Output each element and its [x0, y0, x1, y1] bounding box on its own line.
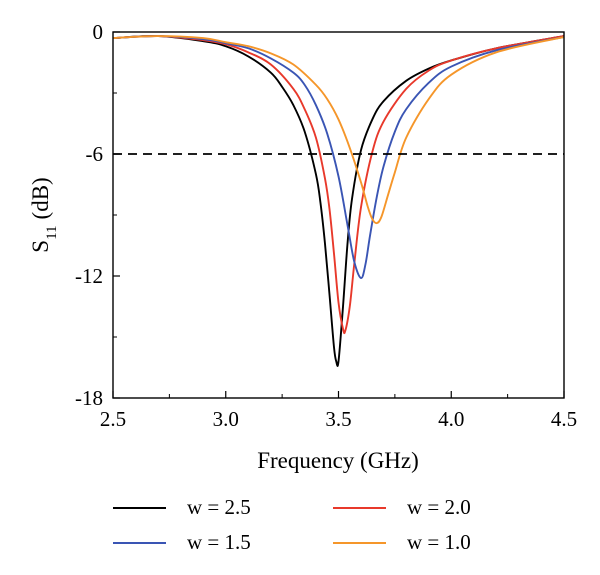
legend: w = 2.5 w = 2.0 w = 1.5 w = 1.0	[113, 495, 471, 554]
y-axis-label: S11 (dB)	[28, 177, 60, 252]
legend-item-4: w = 1.0	[333, 530, 471, 554]
x-tick-label: 2.5	[100, 407, 126, 431]
y-tick-label: -18	[75, 386, 103, 410]
series-line-4	[113, 35, 564, 225]
x-tick-label: 4.5	[551, 407, 577, 431]
x-tick-label: 4.0	[438, 407, 464, 431]
legend-item-2: w = 2.0	[333, 495, 471, 519]
x-tick-label: 3.0	[213, 407, 239, 431]
series-layer	[113, 35, 564, 367]
y-axis-label-sub: 11	[44, 225, 60, 239]
plot-frame	[112, 31, 565, 399]
x-axis-label: Frequency (GHz)	[257, 448, 419, 473]
y-axis: 0 -6 -12 -18	[75, 20, 120, 410]
legend-label: w = 1.0	[407, 530, 471, 554]
legend-item-3: w = 1.5	[113, 530, 251, 554]
series-line-3	[113, 35, 564, 279]
legend-item-1: w = 2.5	[113, 495, 251, 519]
legend-label: w = 2.0	[407, 495, 471, 519]
legend-label: w = 1.5	[187, 530, 251, 554]
x-tick-label: 3.5	[325, 407, 351, 431]
x-axis: 2.5 3.0 3.5 4.0 4.5	[100, 391, 577, 431]
y-tick-label: 0	[93, 20, 104, 44]
legend-label: w = 2.5	[187, 495, 251, 519]
series-line-2	[113, 35, 564, 335]
y-axis-label-unit: (dB)	[28, 177, 53, 219]
y-tick-label: -12	[75, 264, 103, 288]
y-axis-label-main: S	[28, 240, 53, 253]
y-tick-label: -6	[86, 142, 104, 166]
series-line-1	[113, 35, 564, 367]
